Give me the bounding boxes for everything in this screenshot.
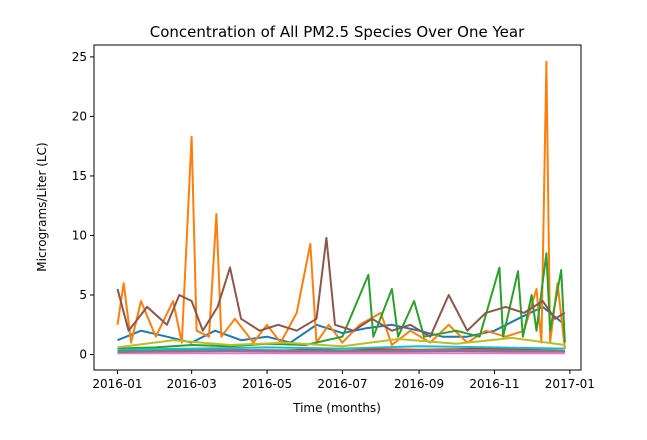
x-axis-label: Time (months) [292,401,381,415]
x-tick-label: 2016-07 [317,377,367,391]
y-tick-label: 15 [72,169,87,183]
x-axis: 2016-01 2016-03 2016-05 2016-07 2016-09 2016-… [92,370,595,391]
series-line-9 [117,336,566,349]
plot-area [116,60,566,355]
series-line-8 [117,348,565,354]
y-tick-label: 25 [72,50,87,64]
series-line-2 [116,60,566,349]
y-tick-label: 20 [72,109,87,123]
x-tick-label: 2016-11 [469,377,519,391]
y-tick-label: 10 [72,228,87,242]
y-axis: 0 5 10 15 20 25 [72,50,94,362]
x-tick-label: 2016-01 [92,377,142,391]
series-line-10 [117,345,565,351]
y-tick-label: 0 [79,348,87,362]
y-tick-label: 5 [79,288,87,302]
x-tick-label: 2016-09 [394,377,444,391]
series-line-6 [116,236,566,338]
axes-frame [93,44,582,371]
x-tick-label: 2017-01 [545,377,595,391]
x-tick-label: 2016-05 [242,377,292,391]
chart-title: Concentration of All PM2.5 Species Over … [150,23,525,41]
y-axis-label: Micrograms/Liter (LC) [35,142,49,271]
x-tick-label: 2016-03 [167,377,217,391]
